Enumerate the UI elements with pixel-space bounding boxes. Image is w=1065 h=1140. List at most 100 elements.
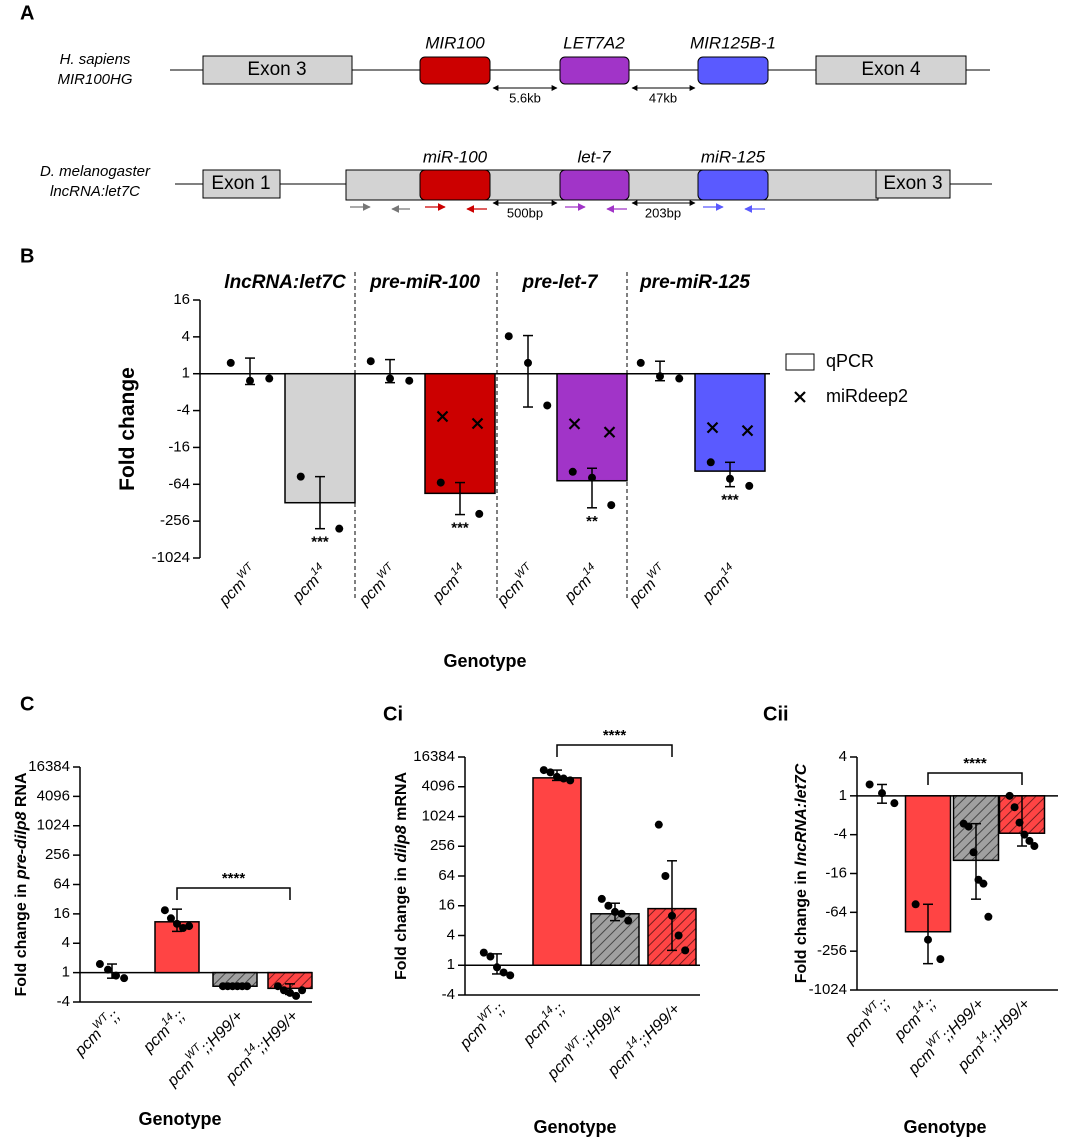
y-tick-label: 1024 xyxy=(37,817,70,834)
x-tick-base: pcm xyxy=(841,1014,875,1048)
x-tick-base: pcm xyxy=(604,1046,638,1080)
mirna-box xyxy=(559,56,630,85)
significance-label: ** xyxy=(586,513,598,530)
x-tick-label: pcmWT;; xyxy=(838,993,894,1049)
data-point xyxy=(597,894,606,903)
x-tick-base: pcm xyxy=(222,1053,256,1087)
x-tick-base: pcm xyxy=(429,572,463,606)
exon-label: Exon 4 xyxy=(861,59,921,80)
data-point xyxy=(103,965,112,974)
x-tick-suffix: ;; xyxy=(922,996,940,1014)
x-tick-base: pcm xyxy=(544,1050,578,1084)
x-tick-base: pcm xyxy=(494,576,528,610)
data-point xyxy=(546,768,555,777)
y-tick-label: 16 xyxy=(53,905,70,922)
bar xyxy=(424,372,496,495)
data-point xyxy=(984,912,993,921)
group-title: pre-miR-100 xyxy=(369,272,480,293)
x-tick-base: pcm xyxy=(626,576,660,610)
data-point xyxy=(617,909,626,918)
y-tick-label: 4 xyxy=(839,748,847,765)
y-tick-label: -4 xyxy=(834,826,847,843)
significance-label: **** xyxy=(222,870,246,887)
x-tick-base: pcm xyxy=(164,1057,198,1091)
data-point xyxy=(559,774,568,783)
y-axis-label-part: Fold change in xyxy=(13,879,30,996)
y-tick-label: 1024 xyxy=(422,807,455,824)
data-point xyxy=(661,872,670,880)
x-tick-base: pcm xyxy=(140,1023,174,1057)
data-point xyxy=(366,357,375,366)
data-point xyxy=(543,401,552,410)
significance-label: **** xyxy=(603,727,627,744)
data-point xyxy=(292,991,301,1000)
marker-x xyxy=(741,424,754,437)
chart: 16384 4096 1024 256 64 16 4 1 -4 Fold change in d… xyxy=(393,727,700,1137)
data-point xyxy=(298,986,307,995)
gene-diagram-human: H. sapiens MIR100HG Exon 3 Exon 4 MIR100… xyxy=(57,33,990,105)
x-tick-label: pcmWT xyxy=(623,560,673,610)
mirna-box xyxy=(419,169,491,201)
marker-x xyxy=(436,410,449,423)
y-tick-label: -4 xyxy=(57,993,70,1010)
data-point xyxy=(566,776,575,785)
y-axis-label-part: lncRNA:let7C xyxy=(793,763,810,866)
panel-label: B xyxy=(20,245,34,267)
mirna-box xyxy=(697,56,769,85)
bar xyxy=(694,372,766,472)
data-point xyxy=(553,772,561,781)
distance-label: 5.6kb xyxy=(509,90,541,105)
mirna-label: MIR100 xyxy=(425,33,485,52)
x-tick-label: pcm14 xyxy=(696,561,742,607)
data-point xyxy=(173,919,181,928)
significance-bracket xyxy=(556,744,673,757)
y-tick-label: 256 xyxy=(430,837,455,854)
y-tick-label: 1 xyxy=(182,365,190,382)
x-axis-label: Genotype xyxy=(903,1117,986,1137)
data-point xyxy=(568,467,577,476)
significance-label: *** xyxy=(721,492,739,509)
data-point xyxy=(286,988,294,997)
chart: 16 4 1 -4 -16 -64 -256 -1024 Fold change Genotype… xyxy=(116,272,908,671)
x-tick-suffix: ;;H99/+ xyxy=(985,996,1034,1045)
data-point xyxy=(265,374,274,383)
x-tick-base: pcm xyxy=(289,572,323,606)
gene-diagram-fly: D. melanogaster lncRNA:let7C Exon 1 Exon… xyxy=(40,147,992,220)
data-point xyxy=(112,971,121,980)
species: H. sapiens xyxy=(60,51,131,68)
data-point xyxy=(1015,818,1024,827)
y-tick-label: 1 xyxy=(839,787,847,804)
exon-label: Exon 1 xyxy=(211,173,270,194)
significance-label: *** xyxy=(311,534,329,551)
data-point xyxy=(166,914,175,923)
primers xyxy=(350,203,765,213)
y-tick-label: -256 xyxy=(160,512,190,529)
y-tick-label: -16 xyxy=(825,864,847,881)
data-point xyxy=(1010,803,1019,812)
bar xyxy=(556,372,628,482)
mirna-label: MIR125B-1 xyxy=(690,33,776,52)
data-point xyxy=(486,952,495,961)
data-point xyxy=(911,900,920,909)
data-point xyxy=(656,372,664,381)
data-point xyxy=(865,780,874,789)
y-axis-label-part: pre-dilp8 xyxy=(13,812,30,881)
data-point xyxy=(504,332,513,341)
y-tick-label: 64 xyxy=(53,875,70,892)
x-tick-suffix: ;; xyxy=(491,1001,509,1019)
data-point xyxy=(726,474,734,483)
y-axis-label: Fold change in dilp8 mRNA xyxy=(393,772,410,980)
data-point xyxy=(296,472,305,481)
y-axis-label-part: Fold change xyxy=(116,367,139,491)
mirna-box xyxy=(419,56,491,85)
data-point xyxy=(1020,830,1029,839)
data-point xyxy=(636,358,645,367)
y-tick-label: 4 xyxy=(182,328,190,345)
x-tick-base: pcm xyxy=(71,1026,105,1060)
data-point xyxy=(479,948,488,957)
x-tick-label: pcmWT;; xyxy=(68,1005,124,1061)
legend-swatch xyxy=(785,353,815,371)
mirna-label: miR-100 xyxy=(423,147,488,166)
data-point xyxy=(924,935,932,944)
exon xyxy=(202,55,353,85)
